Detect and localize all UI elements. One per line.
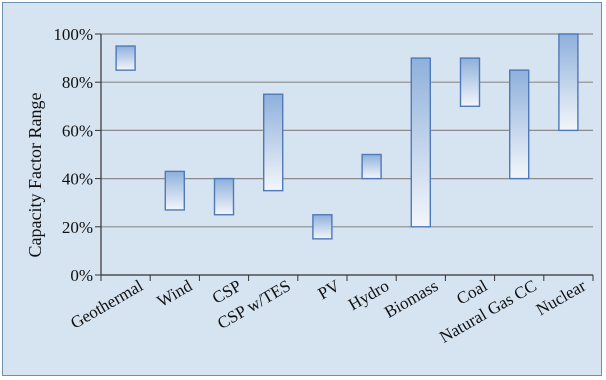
chart-frame: 0% 20% 40% 60% 80% 100% Geothermal Wind CSP CSP … [2,2,602,376]
range-bar-pv [312,214,333,240]
bars [115,33,579,240]
range-bar-hydro [361,153,382,180]
chart-svg: 0% 20% 40% 60% 80% 100% Geothermal Wind CSPCSP … [25,25,594,347]
axes [95,33,594,281]
x-tick-label: Natural Gas CC [436,276,540,347]
range-bar-biomass [410,57,431,228]
y-tick-label: 60% [62,121,93,140]
y-tick-label: 20% [62,218,93,237]
range-bar-wind [164,170,186,211]
range-bar-nuclear [558,33,579,132]
x-tick-label: PV [315,276,344,304]
y-tick-labels: 0% 20% 40% 60% 80% 100% [53,25,93,285]
y-axis-title: Capacity Factor Range [25,93,45,258]
x-tick-label: Nuclear [533,276,589,320]
y-tick-label: 0% [70,266,93,285]
y-tick-label: 80% [62,73,93,92]
range-bar-csp-w-tes [263,93,284,192]
x-tick-label: Wind [154,276,196,311]
range-bar-csp [213,177,235,216]
range-bar-geothermal [115,45,136,71]
y-tick-label: 40% [62,170,93,189]
range-bar-coal [459,57,481,107]
x-tick-label: Biomass [381,276,441,322]
range-bar-natural-gas-cc [509,69,530,180]
y-tick-label: 100% [53,25,93,44]
